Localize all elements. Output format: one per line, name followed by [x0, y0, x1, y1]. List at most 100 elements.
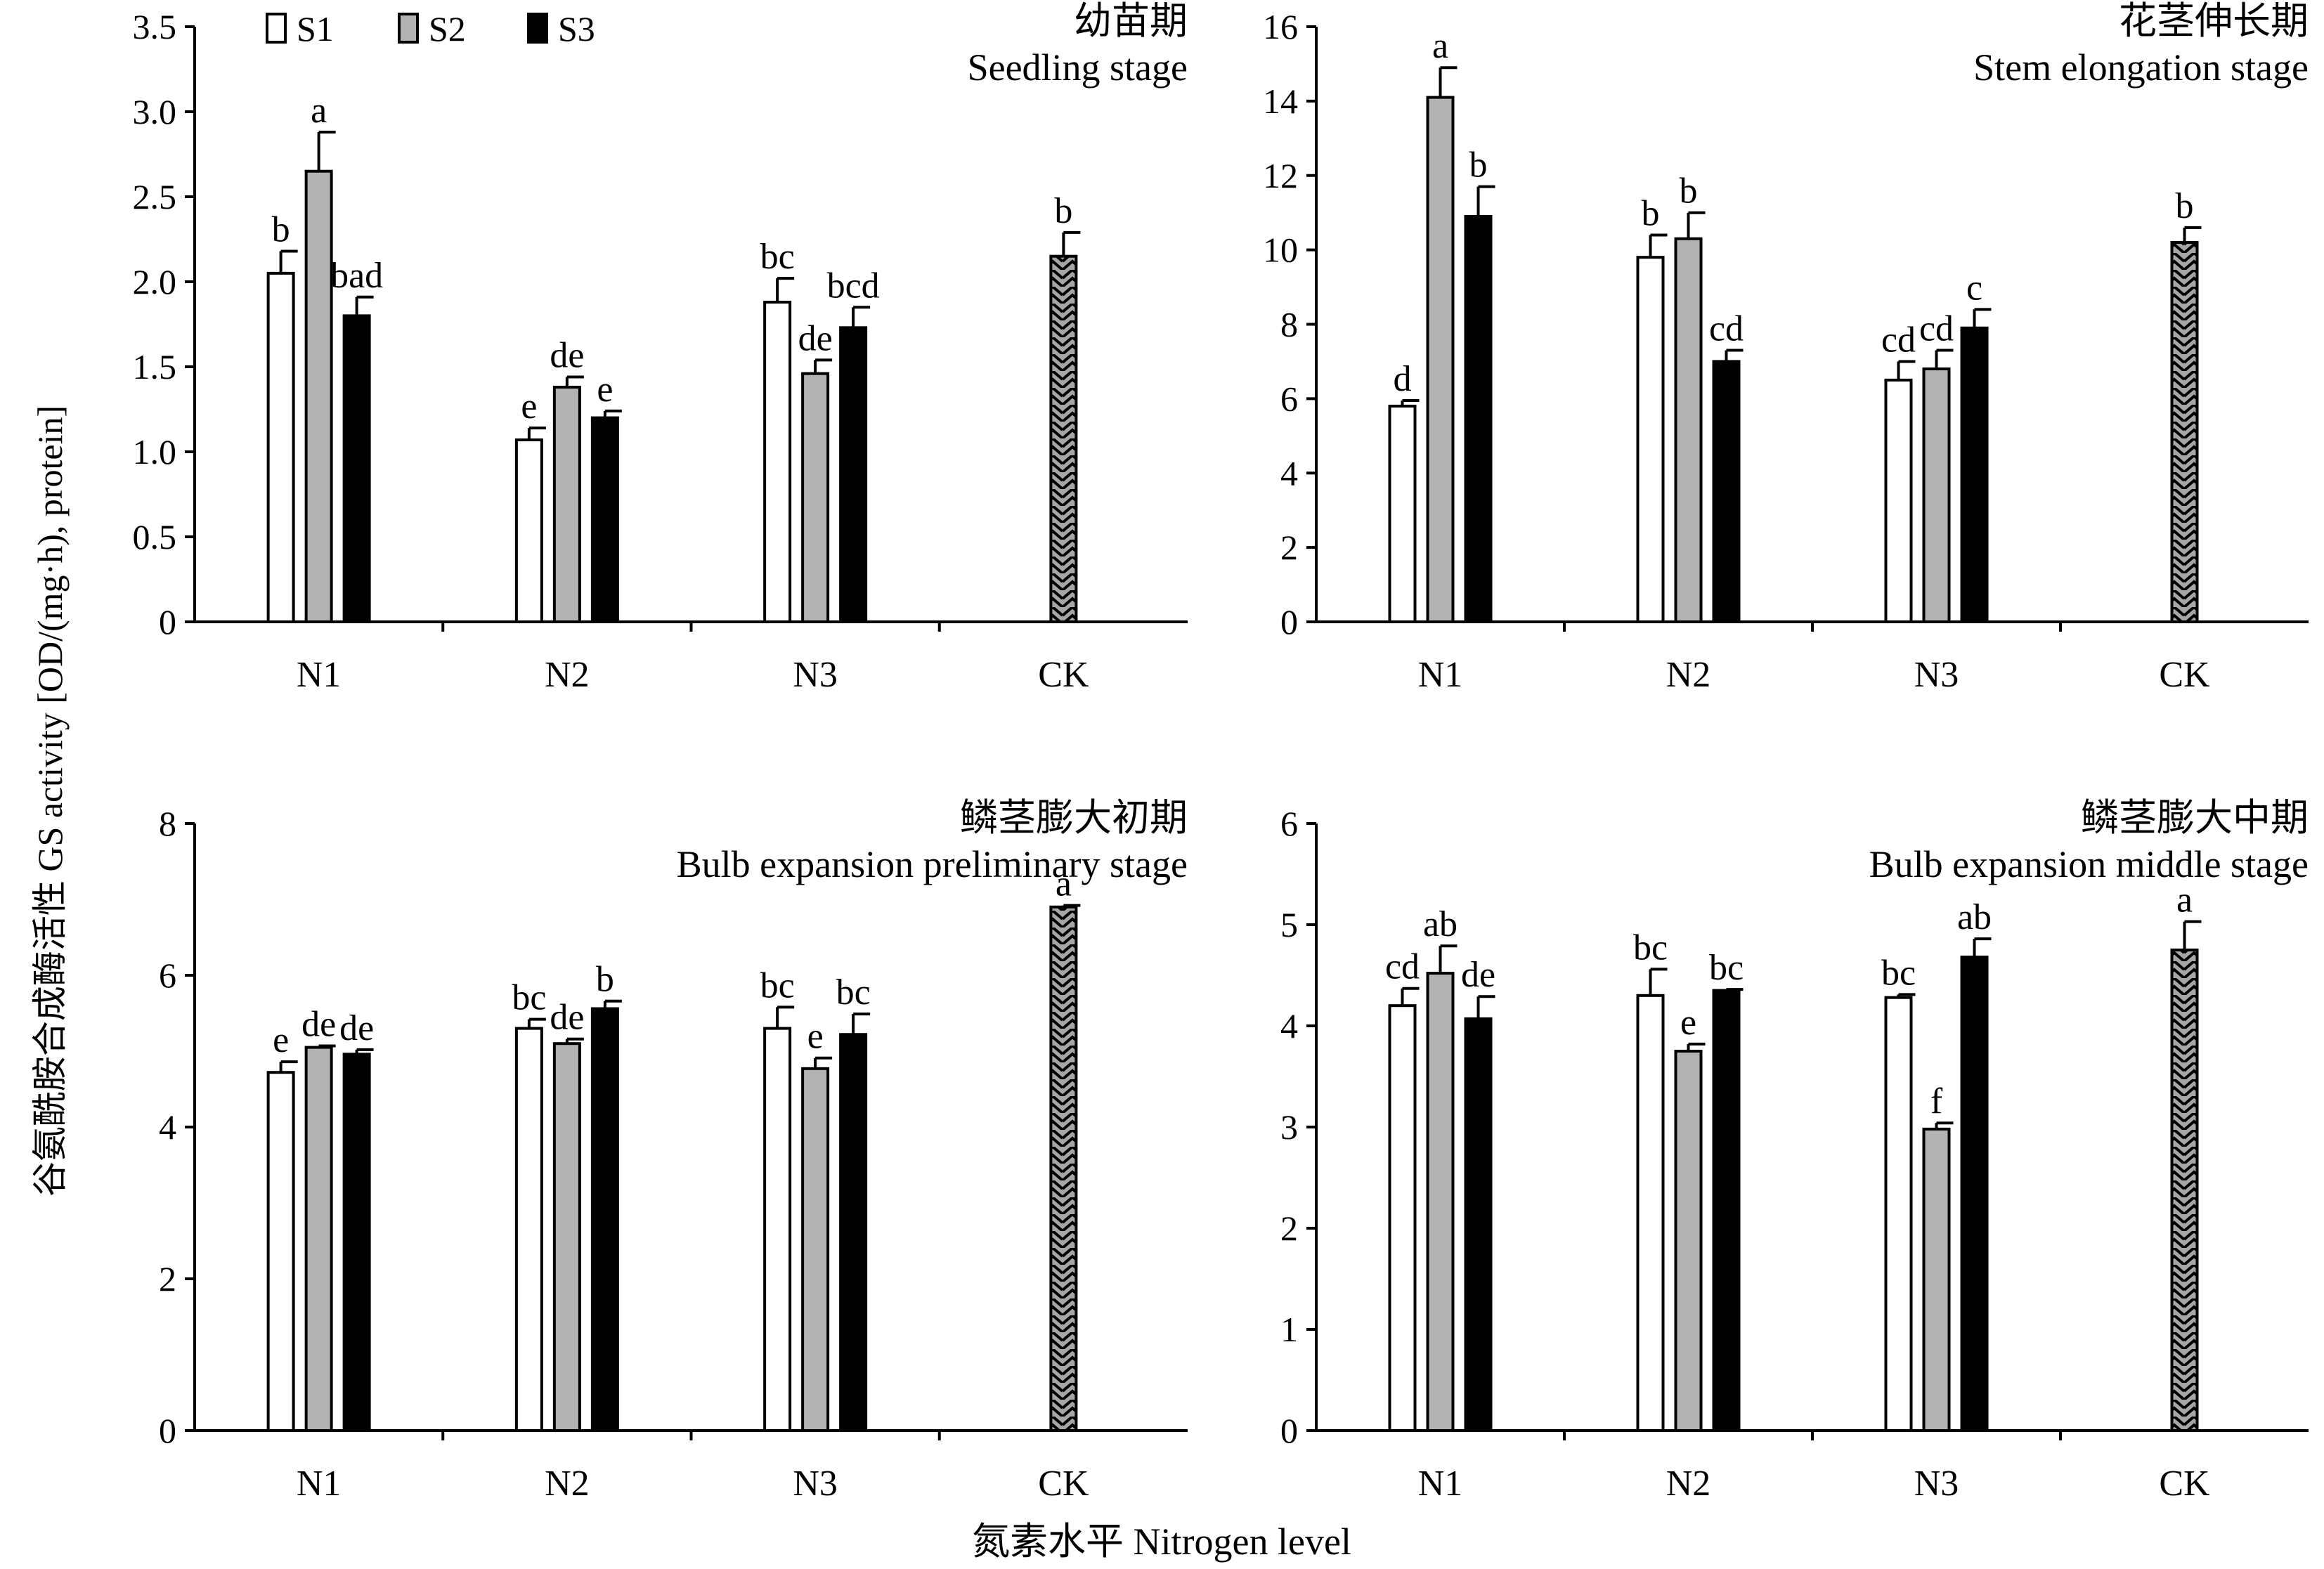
- legend-label-s3: S3: [558, 9, 595, 48]
- bar-n2-s3: [1712, 989, 1741, 1432]
- sig-label-n1-s1: b: [272, 209, 290, 249]
- sig-label-n3-s2: cd: [1919, 309, 1954, 349]
- bar-n3-s1: [1884, 378, 1913, 623]
- bar-n1-s1: [1388, 404, 1417, 624]
- bar-n2-s1: [514, 438, 543, 623]
- legend: S1 S2 S3: [266, 9, 595, 48]
- y-tick-label: 0: [1280, 602, 1298, 642]
- x-tick-label-n1: N1: [1418, 655, 1463, 695]
- y-tick-label: 0: [1280, 1411, 1298, 1450]
- sig-label-ck: b: [1054, 191, 1072, 231]
- bar-n2-s2: [1674, 237, 1703, 623]
- y-tick-label: 1: [1280, 1310, 1298, 1349]
- bar-n1-s3: [1464, 214, 1493, 623]
- bar-n3-s3: [839, 1033, 868, 1432]
- bar-n1-s1: [1388, 1004, 1417, 1432]
- panel-title-en: Seedling stage: [968, 46, 1188, 89]
- bar-n2-s3: [1712, 360, 1741, 623]
- sig-label-n2-s3: cd: [1709, 309, 1744, 349]
- y-tick-label: 3: [1280, 1107, 1298, 1147]
- x-tick-label-n1: N1: [297, 655, 342, 695]
- x-tick-label-n2: N2: [545, 1464, 590, 1504]
- y-tick-label: 1.0: [133, 432, 177, 471]
- sig-label-n3-s1: bc: [760, 237, 795, 277]
- y-tick-label: 4: [1280, 1006, 1298, 1046]
- y-tick-label: 3.5: [133, 7, 177, 46]
- sig-label-n2-s2: b: [1680, 171, 1698, 211]
- panel-title-en: Bulb expansion preliminary stage: [677, 843, 1188, 885]
- sig-label-n2-s1: b: [1642, 193, 1660, 233]
- sig-label-n3-s3: ab: [1957, 897, 1992, 937]
- x-tick-label-n3: N3: [793, 655, 838, 695]
- bar-n2-s1: [1636, 994, 1665, 1433]
- y-tick-label: 12: [1263, 156, 1298, 195]
- bar-n3-s3: [1960, 956, 1989, 1432]
- y-tick-label: 4: [1280, 453, 1298, 493]
- sig-label-n2-s3: b: [596, 960, 614, 1000]
- x-tick-label-ck: CK: [1038, 1464, 1089, 1504]
- y-tick-label: 8: [159, 804, 176, 843]
- sig-label-n2-s2: e: [1680, 1003, 1696, 1043]
- y-tick-label: 2: [159, 1259, 176, 1298]
- sig-label-n3-s3: bcd: [827, 266, 880, 306]
- sig-label-n1-s2: a: [311, 91, 327, 131]
- x-tick-label-ck: CK: [2159, 1464, 2210, 1504]
- legend-label-s1: S1: [297, 9, 334, 48]
- panel-title-cn: 鳞茎膨大初期: [960, 797, 1188, 839]
- bar-n1-s3: [342, 314, 371, 623]
- sig-label-n3-s1: cd: [1881, 320, 1916, 360]
- sig-label-n3-s3: bc: [836, 972, 871, 1013]
- legend-swatch-s3: [527, 13, 548, 44]
- y-tick-label: 0.5: [133, 517, 177, 556]
- legend-swatch-s1: [266, 13, 287, 44]
- bar-n2-s3: [590, 416, 619, 623]
- legend-swatch-s2: [398, 13, 419, 44]
- y-tick-label: 6: [1280, 379, 1298, 418]
- bar-n1-s1: [266, 271, 295, 623]
- bar-n1-s1: [266, 1071, 295, 1432]
- sig-label-n1-s2: de: [301, 1004, 336, 1044]
- bar-n2-s3: [590, 1007, 619, 1432]
- x-tick-label-ck: CK: [1038, 655, 1089, 695]
- bar-n3-s2: [801, 1067, 830, 1432]
- x-tick-label-n2: N2: [1666, 1464, 1711, 1504]
- x-tick-label-n2: N2: [1666, 655, 1711, 695]
- x-tick-label-n3: N3: [793, 1464, 838, 1504]
- sig-label-ck: a: [2176, 880, 2193, 920]
- bar-n3-s2: [801, 372, 830, 623]
- sig-label-n1-s3: de: [339, 1008, 374, 1048]
- y-tick-label: 10: [1263, 230, 1298, 270]
- x-tick-label-n2: N2: [545, 655, 590, 695]
- bar-n2-s2: [552, 1042, 581, 1432]
- bar-ck: [2170, 949, 2199, 1432]
- panel-title-cn: 花茎伸长期: [2119, 0, 2309, 42]
- x-tick-label-ck: CK: [2159, 655, 2210, 695]
- bar-n1-s2: [1426, 972, 1455, 1432]
- bar-n3-s3: [1960, 326, 1989, 623]
- sig-label-n3-s1: bc: [1881, 953, 1916, 993]
- bar-n3-s2: [1922, 367, 1951, 624]
- sig-label-n3-s2: f: [1930, 1081, 1943, 1121]
- sig-label-n1-s3: bad: [330, 256, 383, 296]
- sig-label-n1-s1: e: [273, 1020, 289, 1060]
- x-axis-label: 氮素水平 Nitrogen level: [972, 1521, 1351, 1563]
- x-tick-label-n1: N1: [1418, 1464, 1463, 1504]
- sig-label-n1-s1: cd: [1385, 947, 1420, 987]
- bar-n2-s1: [514, 1027, 543, 1432]
- y-tick-label: 0: [159, 1411, 176, 1450]
- bar-n1-s2: [304, 1046, 333, 1432]
- bar-n2-s1: [1636, 256, 1665, 623]
- bar-n1-s2: [304, 169, 333, 623]
- bar-n3-s2: [1922, 1127, 1951, 1432]
- y-tick-label: 0: [159, 602, 176, 642]
- bar-n1-s2: [1426, 96, 1455, 624]
- sig-label-n1-s1: d: [1394, 359, 1412, 399]
- y-tick-label: 6: [1280, 804, 1298, 843]
- bar-n3-s1: [763, 301, 792, 623]
- y-tick-label: 5: [1280, 905, 1298, 944]
- sig-label-n2-s3: bc: [1709, 948, 1744, 988]
- panel-seedling-stage: 0 0.5 1.0 1.5 2.0 2.5 3.0 3.5 N1 N2 N3 CK 幼苗期Seedlin…: [133, 0, 1188, 695]
- sig-label-n1-s2: ab: [1423, 904, 1458, 944]
